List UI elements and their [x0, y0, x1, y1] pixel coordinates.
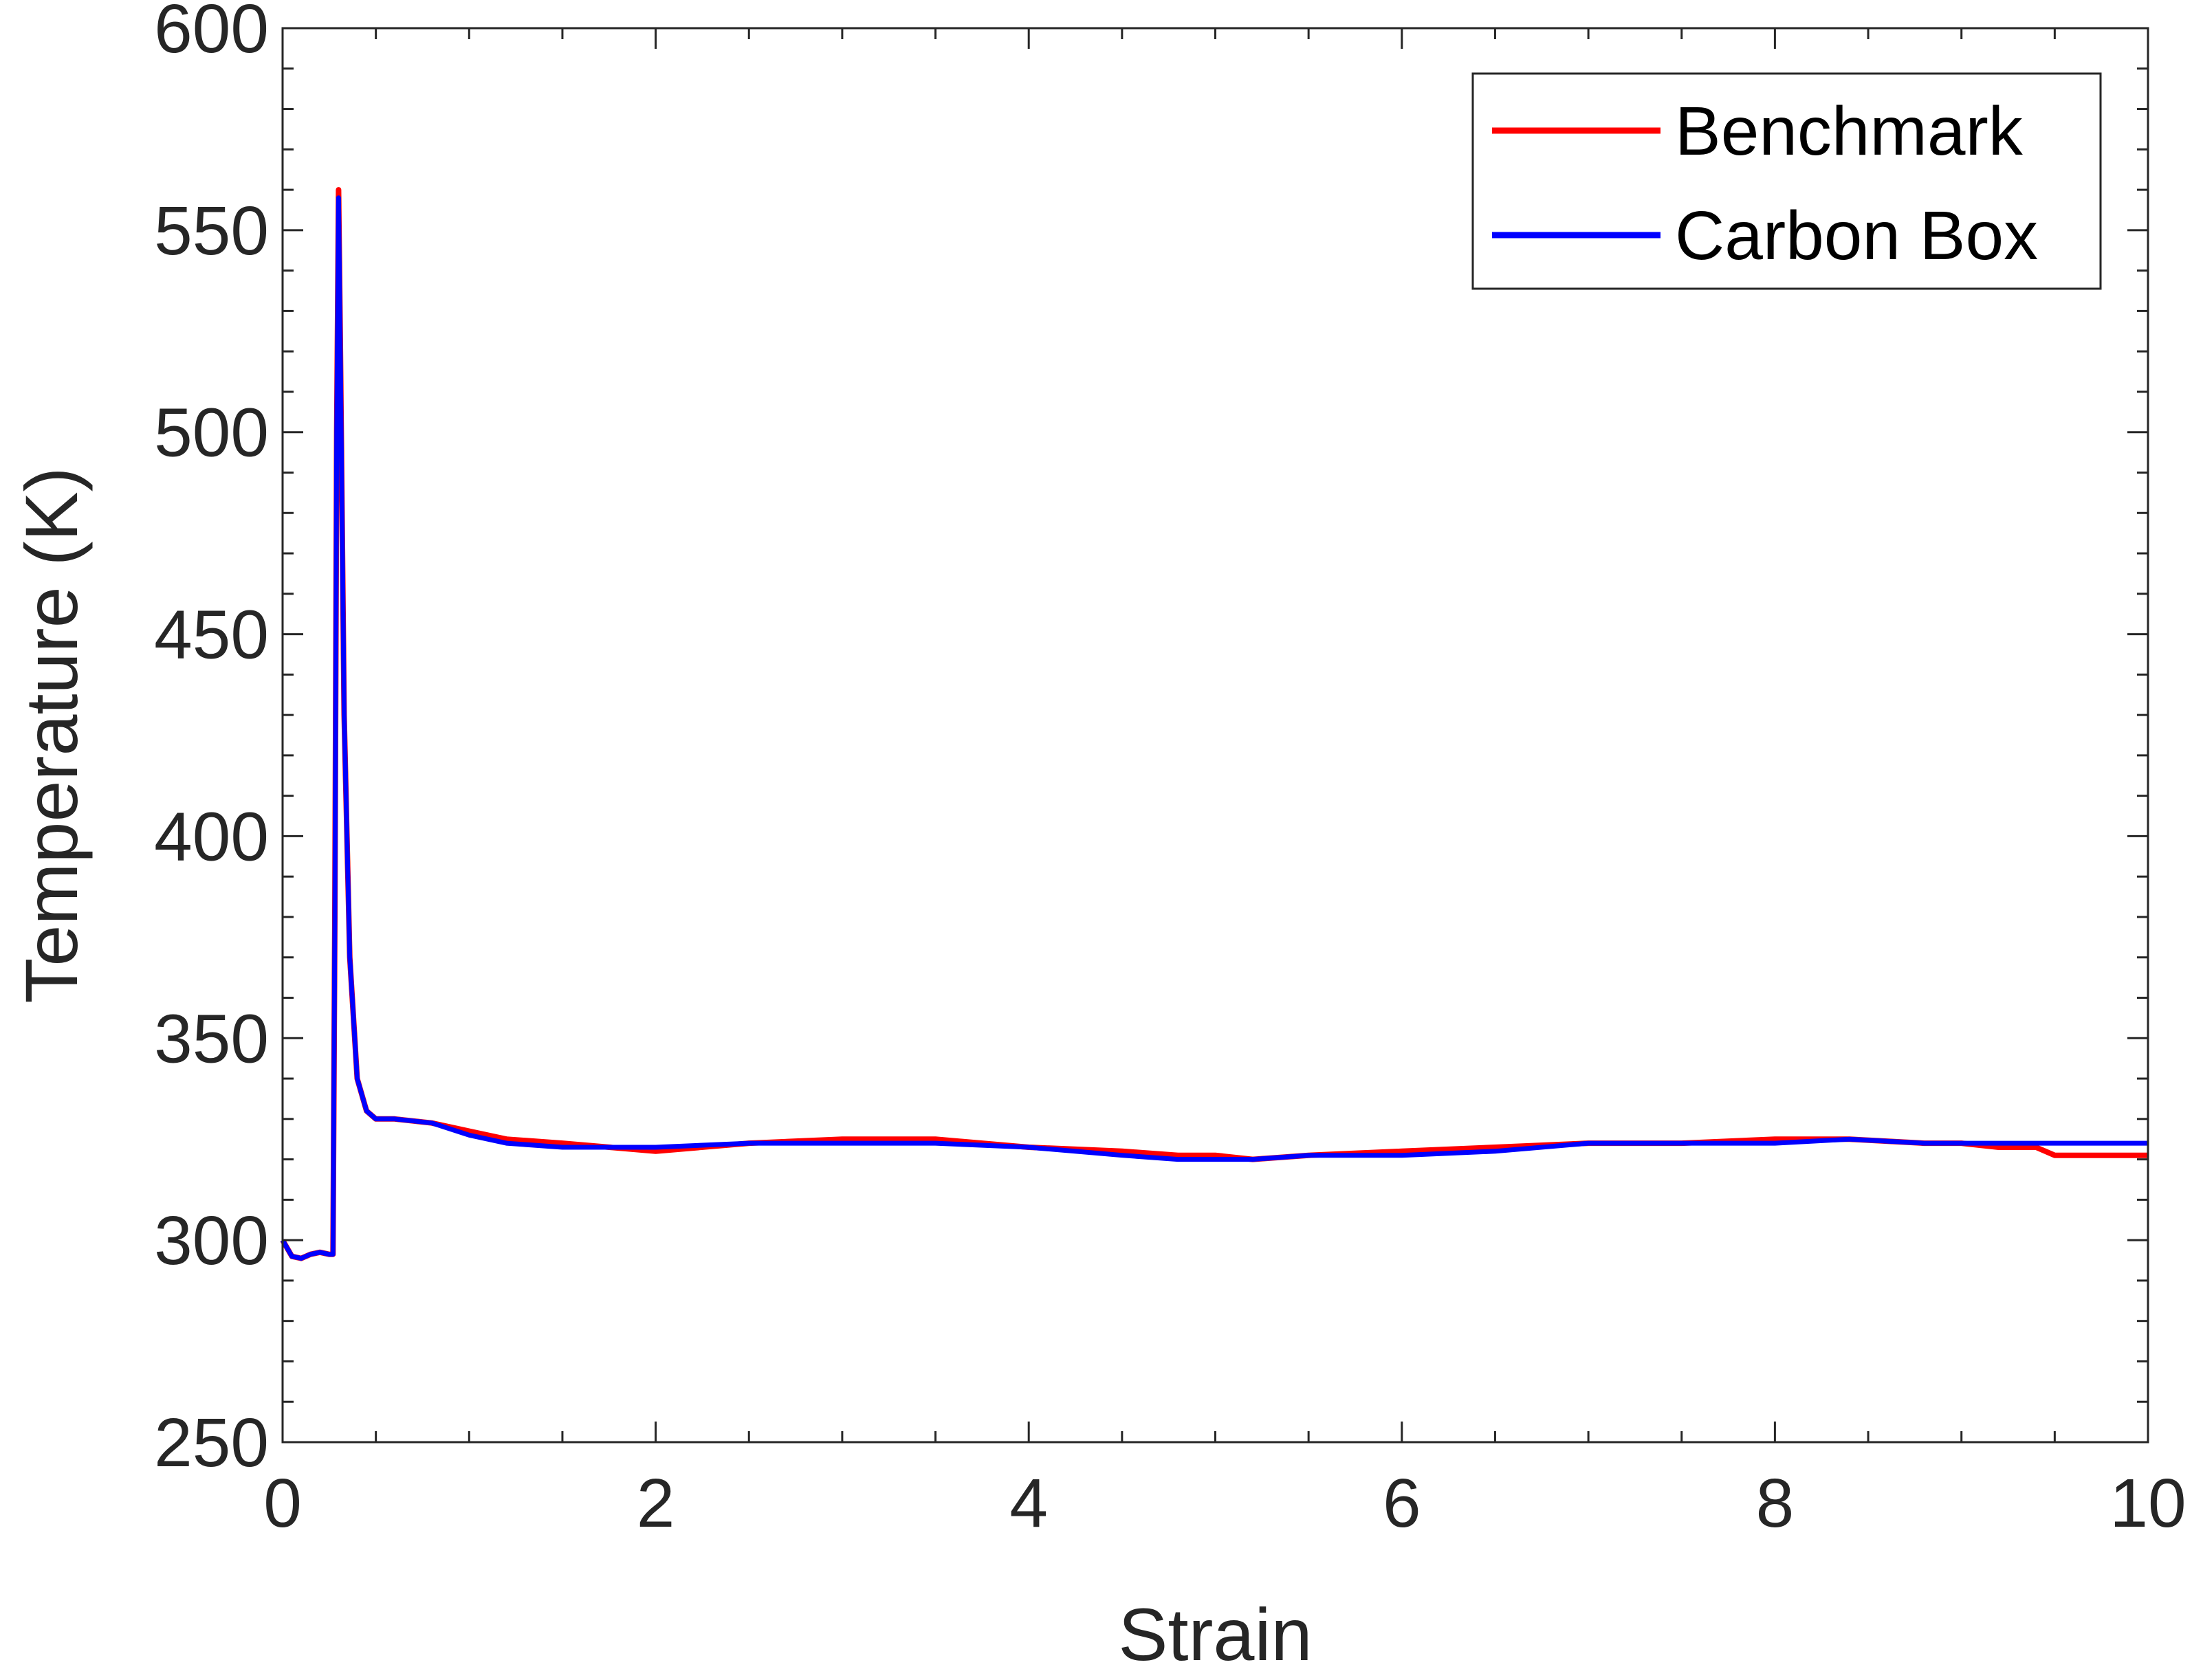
y-tick-label: 600: [154, 0, 269, 67]
series-line-benchmark: [280, 187, 2148, 1261]
y-axis-title: Temperature (K): [10, 467, 93, 1003]
y-tick-label: 350: [154, 1000, 269, 1077]
y-tick-label: 450: [154, 597, 269, 674]
axes: [281, 27, 2149, 1444]
y-tick-label: 550: [154, 192, 269, 269]
tick-labels: 0 2 4 6 8 10 250 300 350 400 450 500 550 600: [154, 0, 2186, 1542]
legend: Benchmark Carbon Box: [1471, 72, 2102, 290]
x-tick-label: 8: [1756, 1465, 1795, 1542]
y-tick-label: 400: [154, 798, 269, 875]
y-tick-label: 300: [154, 1202, 269, 1279]
y-tick-label: 250: [154, 1404, 269, 1481]
legend-label-benchmark: Benchmark: [1675, 93, 2024, 170]
series-line-carbon-box: [280, 195, 2148, 1261]
legend-box: [1471, 72, 2102, 290]
x-tick-label: 6: [1383, 1465, 1421, 1542]
x-tick-label: 2: [637, 1465, 675, 1542]
x-tick-label: 4: [1009, 1465, 1048, 1542]
x-tick-label: 0: [263, 1465, 302, 1542]
legend-label-carbon-box: Carbon Box: [1675, 197, 2038, 274]
plot-area: [280, 187, 2148, 1261]
x-axis-title: Strain: [1118, 1593, 1312, 1676]
y-tick-label: 500: [154, 395, 269, 472]
x-tick-label: 10: [2109, 1465, 2186, 1542]
